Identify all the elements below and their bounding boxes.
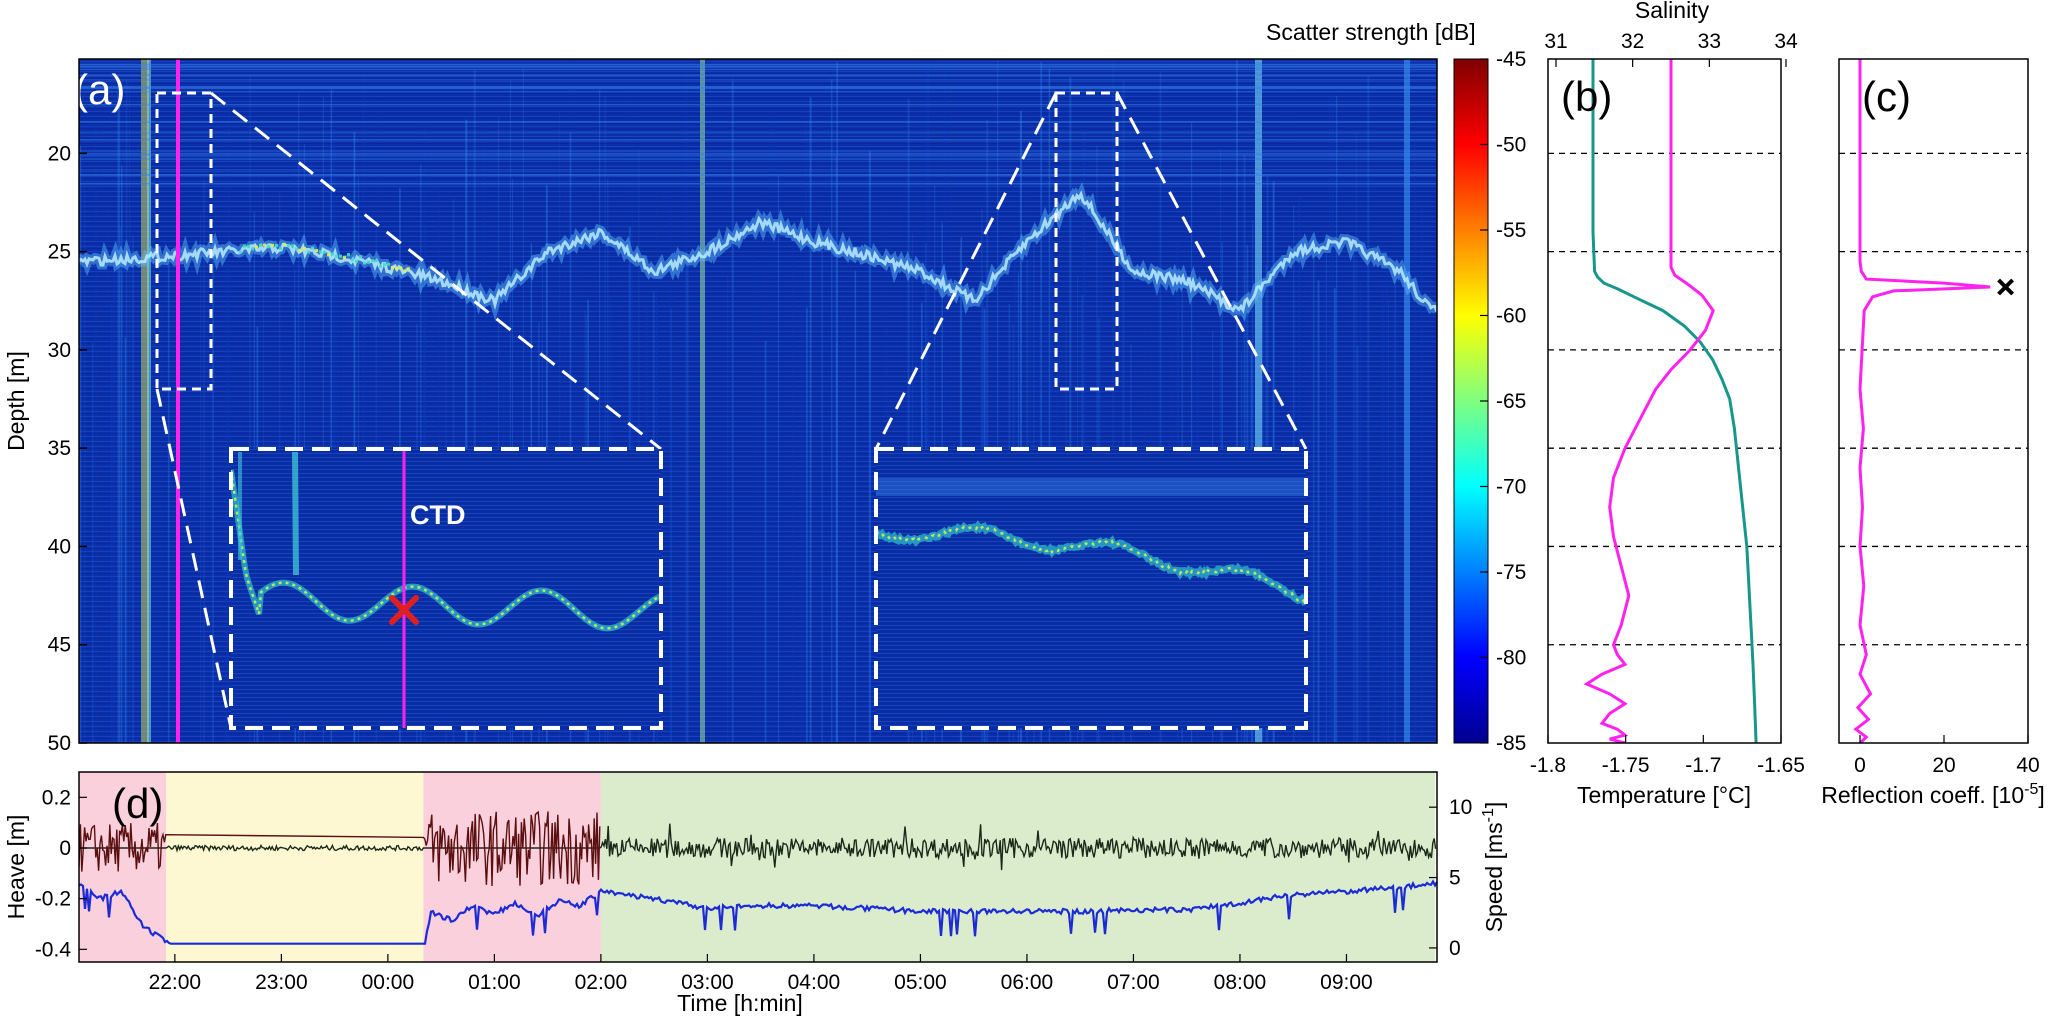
reflection-label: Reflection coeff. [10-5] bbox=[1821, 781, 2045, 808]
time-tick: 01:00 bbox=[468, 971, 521, 994]
inset-left: CTD bbox=[229, 447, 663, 730]
colorbar-tick: -75 bbox=[1496, 561, 1526, 584]
speed-tick: 5 bbox=[1449, 867, 1461, 890]
scatter-layer bbox=[79, 181, 1437, 322]
time-tick: 03:00 bbox=[681, 971, 734, 994]
time-tick: 05:00 bbox=[894, 971, 947, 994]
colorbar-tick: -85 bbox=[1496, 732, 1526, 755]
zoom-connectors bbox=[155, 91, 1308, 729]
reflection-tick: 20 bbox=[1932, 754, 1955, 777]
colorbar-label: Scatter strength [dB] bbox=[1266, 19, 1476, 45]
time-tick: 07:00 bbox=[1107, 971, 1160, 994]
time-tick: 04:00 bbox=[788, 971, 841, 994]
panel-b-axes: -1.8 -1.75 -1.7 -1.65 31 32 33 34 bbox=[1530, 30, 1805, 777]
salinity-tick: 34 bbox=[1774, 30, 1798, 53]
colorbar-tick: -60 bbox=[1496, 305, 1526, 328]
heave-tick: 0.2 bbox=[42, 786, 71, 809]
time-tick: 06:00 bbox=[1001, 971, 1054, 994]
inset-ctd-label: CTD bbox=[410, 500, 466, 530]
ctd-cross-icon bbox=[389, 595, 419, 625]
colorbar-tick: -65 bbox=[1496, 390, 1526, 413]
time-tick: 00:00 bbox=[362, 971, 415, 994]
panel-c-letter: (c) bbox=[1862, 73, 1911, 120]
heave-label: Heave [m] bbox=[3, 815, 29, 920]
colorbar-tick: -45 bbox=[1496, 48, 1526, 71]
salinity-line bbox=[1583, 59, 1715, 743]
depth-tick: 30 bbox=[48, 339, 71, 362]
echogram-panel: CTD (a) 20 25 30 35 40 45 50 Depth [m] bbox=[3, 58, 1438, 755]
period-shade bbox=[79, 772, 166, 962]
panel-a-ylabel: Depth [m] bbox=[3, 351, 29, 451]
speed-tick: 10 bbox=[1449, 796, 1472, 819]
panel-b-grid bbox=[1548, 152, 1781, 646]
depth-tick: 35 bbox=[48, 437, 71, 460]
speed-label: Speed [ms-1] bbox=[1480, 802, 1507, 933]
zoom-box-left bbox=[155, 91, 213, 391]
temperature-tick: -1.7 bbox=[1685, 754, 1721, 777]
time-label: Time [h:min] bbox=[677, 990, 803, 1016]
panel-a-y-axis: 20 25 30 35 40 45 50 bbox=[48, 142, 87, 755]
time-tick: 23:00 bbox=[255, 971, 308, 994]
period-shading bbox=[79, 772, 1436, 962]
period-shade bbox=[165, 772, 424, 962]
salinity-tick: 32 bbox=[1621, 30, 1644, 53]
reflection-tick: 40 bbox=[2016, 754, 2039, 777]
panel-c-axes: 0 20 40 bbox=[1854, 735, 2040, 777]
heave-tick: -0.2 bbox=[35, 888, 71, 911]
heave-line bbox=[79, 823, 1437, 871]
time-tick: 22:00 bbox=[149, 971, 202, 994]
panel-a-letter: (a) bbox=[74, 66, 125, 113]
time-tick: 02:00 bbox=[575, 971, 628, 994]
inset-right bbox=[874, 447, 1308, 730]
salinity-tick: 33 bbox=[1698, 30, 1721, 53]
zoom-box-right bbox=[1054, 91, 1119, 391]
colorbar-ticks: -45 -50 -55 -60 -65 -70 -75 -80 -85 bbox=[1480, 48, 1526, 755]
depth-tick: 50 bbox=[48, 732, 71, 755]
panel-c-grid bbox=[1839, 152, 2028, 646]
reflection-tick: 0 bbox=[1854, 754, 1866, 777]
heave-line-rough bbox=[79, 810, 601, 887]
panel-d-letter: (d) bbox=[112, 780, 163, 827]
depth-tick: 45 bbox=[48, 634, 71, 657]
reflection-panel: 0 20 40 (c) Reflection coeff. [10-5] bbox=[1821, 58, 2045, 808]
salinity-tick: 31 bbox=[1544, 30, 1567, 53]
temperature-tick: -1.8 bbox=[1530, 754, 1566, 777]
panel-b-letter: (b) bbox=[1561, 73, 1612, 120]
speed-line bbox=[79, 879, 1437, 945]
heave-tick: 0 bbox=[59, 837, 71, 860]
speed-tick: 0 bbox=[1449, 937, 1461, 960]
colorbar-tick: -70 bbox=[1496, 476, 1526, 499]
depth-tick: 20 bbox=[48, 142, 71, 165]
depth-tick: 25 bbox=[48, 241, 71, 264]
reflection-line bbox=[1853, 59, 1991, 743]
temperature-label: Temperature [°C] bbox=[1577, 782, 1751, 808]
colorbar-tick: -55 bbox=[1496, 219, 1526, 242]
temperature-tick: -1.65 bbox=[1757, 754, 1805, 777]
temperature-line bbox=[1591, 59, 1758, 743]
period-shade bbox=[600, 772, 1436, 962]
reflection-peak-cross-icon bbox=[1997, 278, 2015, 296]
heave-tick: -0.4 bbox=[35, 938, 72, 961]
temperature-tick: -1.75 bbox=[1602, 754, 1650, 777]
colorbar-tick: -80 bbox=[1496, 647, 1526, 670]
panel-a-frame bbox=[78, 58, 1438, 744]
colorbar-tick: -50 bbox=[1496, 134, 1526, 157]
panel-d-axes: 0.2 0 -0.2 -0.4 10 5 0 22:00 23:00 00:00 01:00 02:0… bbox=[35, 786, 1473, 994]
time-tick: 08:00 bbox=[1214, 971, 1267, 994]
time-tick: 09:00 bbox=[1320, 971, 1373, 994]
salinity-label: Salinity bbox=[1635, 0, 1710, 23]
colorbar: Scatter strength [dB] -45 -50 -55 -60 -65 -70… bbox=[1266, 19, 1526, 755]
depth-tick: 40 bbox=[48, 535, 71, 558]
heave-speed-panel: 0.2 0 -0.2 -0.4 10 5 0 22:00 23:00 00:00 01:00 02:0… bbox=[3, 771, 1507, 1016]
